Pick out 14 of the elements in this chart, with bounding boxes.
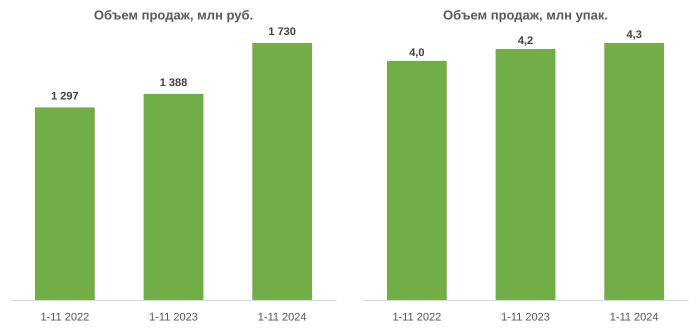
x-tick-label: 1-11 2022 — [392, 312, 442, 324]
x-tick-label: 1-11 2022 — [40, 312, 90, 324]
chart-title: Объем продаж, млн руб. — [94, 8, 254, 22]
data-label: 1 388 — [160, 76, 188, 89]
x-tick-label: 1-11 2024 — [258, 312, 307, 324]
data-label: 4,0 — [409, 46, 424, 59]
chart-title: Объем продаж, млн упак. — [443, 8, 608, 22]
x-tick-label: 1-11 2023 — [501, 312, 550, 324]
data-label: 1 297 — [51, 90, 79, 102]
x-tick-label: 1-11 2023 — [149, 312, 198, 324]
data-label: 4,2 — [518, 34, 534, 47]
data-label: 1 730 — [268, 26, 296, 38]
x-tick-label: 1-11 2024 — [610, 312, 659, 324]
data-label: 4,3 — [626, 28, 642, 41]
